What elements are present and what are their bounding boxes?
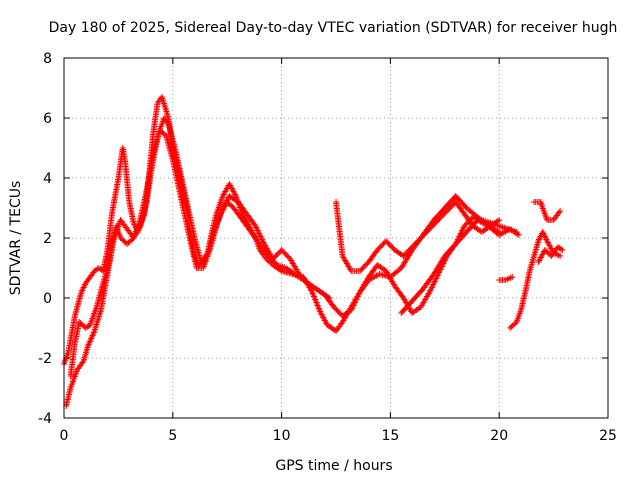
track-a-marker (277, 267, 284, 273)
track-d-marker (494, 218, 501, 224)
y-tick-label: -2 (38, 351, 52, 367)
track-h-point (557, 208, 564, 214)
x-tick-label: 25 (599, 428, 617, 444)
y-tick-label: 4 (43, 171, 52, 187)
plot-frame (63, 57, 609, 419)
y-tick-label: 0 (43, 291, 52, 307)
y-tick-label: -4 (38, 411, 52, 427)
track-d-point (496, 217, 503, 223)
chart-title: Day 180 of 2025, Sidereal Day-to-day VTE… (49, 20, 618, 36)
track-f-point (509, 274, 516, 280)
track-g-point (557, 253, 564, 259)
y-axis-label: SDTVAR / TECUs (8, 181, 24, 296)
x-tick-label: 10 (273, 428, 291, 444)
track-i-marker (557, 246, 564, 252)
x-axis-label: GPS time / hours (275, 458, 392, 474)
y-tick-label: 6 (43, 111, 52, 127)
track-c-marker (325, 294, 332, 300)
x-tick-label: 20 (490, 428, 508, 444)
y-tick-label: 2 (43, 231, 52, 247)
y-tick-label: 8 (43, 51, 52, 67)
grid (64, 58, 608, 418)
x-tick-label: 0 (60, 428, 69, 444)
x-tick-label: 5 (168, 428, 177, 444)
track-e-point (515, 232, 522, 238)
ticks: 0 5 10 15 20 25 -4 -2 0 2 4 6 8 (38, 51, 617, 444)
track-i-point (559, 247, 566, 253)
x-tick-label: 15 (381, 428, 399, 444)
track-e-marker (514, 231, 521, 237)
track-c-point (326, 295, 333, 301)
data-markers (61, 94, 566, 409)
